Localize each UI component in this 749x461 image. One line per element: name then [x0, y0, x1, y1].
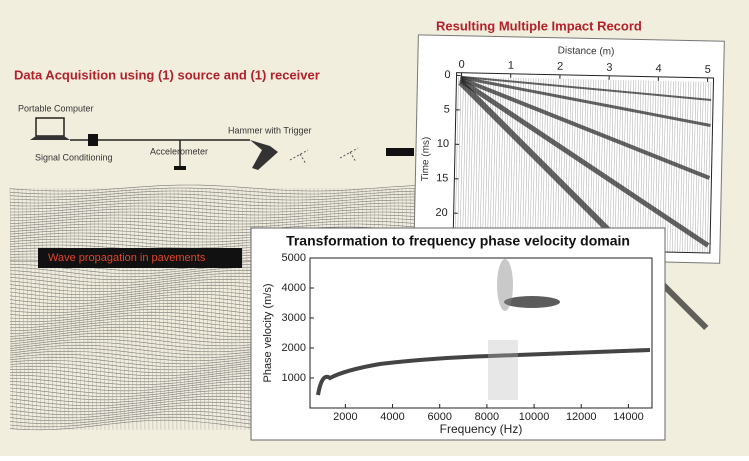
y-axis-label: Time (ms) — [420, 137, 432, 182]
wave-label: Wave propagation in pavements — [48, 252, 206, 264]
hammer-label: Hammer with Trigger — [228, 125, 312, 135]
computer-label: Portable Computer — [18, 103, 94, 113]
y-tick-label: 5000 — [282, 252, 306, 264]
x-tick-label: 4 — [655, 63, 661, 75]
x-tick-label: 8000 — [475, 411, 499, 423]
dispersion-panel: Transformation to frequency phase veloci… — [251, 228, 665, 440]
y-tick-label: 2000 — [282, 342, 306, 354]
y-tick-label: 0 — [444, 69, 450, 81]
accelerometer-label: Accelerometer — [150, 146, 208, 156]
record-title: Resulting Multiple Impact Record — [436, 18, 642, 33]
source-block — [386, 148, 414, 156]
laptop-base — [30, 136, 70, 140]
dispersion-title: Transformation to frequency phase veloci… — [286, 233, 630, 249]
x-tick-label: 12000 — [566, 411, 597, 423]
x-tick-label: 6000 — [427, 411, 451, 423]
y-axis-label: Phase velocity (m/s) — [262, 283, 274, 382]
x-tick-label: 4000 — [380, 411, 404, 423]
x-axis-label: Distance (m) — [558, 45, 615, 57]
y-tick-label: 5 — [444, 104, 450, 116]
conditioner — [88, 134, 98, 146]
acquisition-title: Data Acquisition using (1) source and (1… — [14, 67, 320, 82]
x-tick-label: 2 — [557, 61, 563, 73]
x-tick-label: 14000 — [613, 411, 644, 423]
y-tick-label: 10 — [437, 138, 449, 150]
y-tick-label: 1000 — [282, 372, 306, 384]
y-tick-label: 4000 — [282, 282, 306, 294]
accelerometer — [174, 166, 186, 170]
x-tick-label: 0 — [458, 59, 464, 71]
x-tick-label: 10000 — [519, 411, 550, 423]
x-tick-label: 1 — [508, 60, 514, 72]
x-tick-label: 3 — [606, 62, 612, 74]
y-tick-label: 3000 — [282, 312, 306, 324]
x-tick-label: 2000 — [333, 411, 357, 423]
x-axis-label: Frequency (Hz) — [440, 422, 523, 436]
conditioning-label: Signal Conditioning — [35, 152, 113, 162]
y-tick-label: 15 — [436, 172, 448, 184]
x-tick-label: 5 — [705, 64, 711, 76]
y-tick-label: 20 — [435, 207, 447, 219]
